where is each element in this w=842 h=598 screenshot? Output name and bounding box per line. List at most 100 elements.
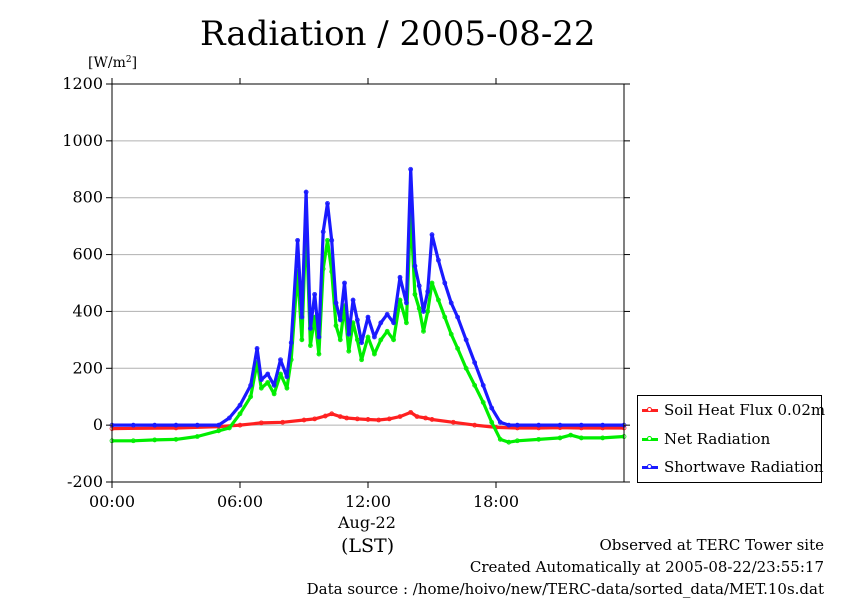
series-point [226, 415, 232, 421]
tick-layer: -200 0 200 400 600 800 1000 1200 00:00 06:00 12:00… [62, 74, 630, 511]
legend-item-net-radiation: Net Radiation [642, 428, 770, 450]
series-point [329, 237, 335, 243]
series-point [448, 331, 454, 337]
series-point [342, 280, 347, 286]
series-point [258, 420, 264, 426]
legend-swatch-soil [642, 406, 658, 412]
footer-created: Created Automatically at 2005-08-22/23:5… [469, 558, 824, 576]
series-point [337, 414, 343, 420]
legend: Soil Heat Flux 0.02m Net Radiation Short… [637, 395, 826, 483]
series-point [130, 422, 136, 428]
series-point [463, 365, 469, 371]
series-point [337, 337, 343, 343]
chart-title: Radiation / 2005-08-22 [200, 14, 596, 54]
series-point [354, 337, 360, 343]
series-point [514, 422, 520, 428]
series-point [299, 337, 305, 343]
series-point [463, 337, 469, 343]
series-line [112, 210, 625, 444]
x-tick-label: 18:00 [473, 492, 519, 511]
series-point [489, 405, 495, 411]
series-point [173, 436, 179, 442]
series-point [557, 422, 563, 428]
series-point [271, 382, 277, 388]
series-point [506, 422, 512, 428]
series-point [397, 414, 403, 420]
series-point [278, 357, 283, 363]
series-point [429, 417, 435, 422]
series-point [365, 314, 371, 320]
legend-label-net: Net Radiation [664, 430, 771, 448]
series-point [497, 419, 503, 425]
series-point [359, 340, 365, 346]
legend-item-shortwave-radiation: Shortwave Radiation [642, 456, 824, 478]
series-point [568, 432, 574, 438]
series-point [480, 399, 486, 405]
series-point [365, 334, 371, 340]
series-point [600, 435, 606, 441]
series-point [442, 314, 448, 320]
series-layer [109, 166, 627, 445]
series-point [299, 314, 305, 320]
series-point [316, 334, 322, 340]
grid-layer [112, 140, 624, 426]
series-point [391, 337, 397, 343]
legend-swatch-net [642, 435, 658, 441]
series-point [194, 422, 200, 428]
series-point [455, 314, 461, 320]
series-point [578, 422, 584, 428]
series-point [472, 360, 478, 366]
series-point [472, 382, 478, 388]
series-point [254, 345, 260, 351]
series-point [391, 320, 397, 326]
series-point [130, 438, 136, 444]
x-tick-label: 06:00 [217, 492, 263, 511]
series-point [450, 419, 456, 425]
series-point [307, 326, 313, 331]
series-point [412, 263, 418, 269]
legend-swatch-shortwave [642, 463, 658, 469]
series-point [265, 380, 271, 385]
series-point [301, 417, 307, 423]
series-point [365, 417, 371, 422]
series-point [425, 289, 431, 294]
footer-data-source: Data source : /home/hoivo/new/TERC-data/… [306, 580, 824, 598]
x-axis-label: (LST) [341, 535, 395, 557]
series-point [557, 435, 563, 441]
series-point [265, 371, 271, 377]
series-line [112, 167, 624, 427]
series-point [226, 425, 232, 431]
series-point [288, 340, 294, 346]
series-point [423, 415, 429, 421]
series-point [354, 416, 360, 422]
series-point [408, 409, 414, 415]
series-point [320, 229, 326, 235]
series-point [284, 374, 290, 380]
y-unit-base: [W/m [88, 55, 126, 71]
footer-observed: Observed at TERC Tower site [599, 536, 824, 554]
series-point [376, 417, 382, 423]
series-point [455, 345, 461, 351]
series-point [421, 309, 426, 314]
series-point [435, 257, 441, 263]
series-point [152, 437, 158, 443]
series-point [416, 306, 422, 311]
series-point [280, 419, 286, 425]
legend-label-shortwave: Shortwave Radiation [664, 458, 824, 476]
series-point [333, 323, 339, 329]
series-point [322, 413, 328, 419]
series-line [111, 410, 624, 431]
series-point [497, 436, 503, 442]
series-point [354, 317, 360, 323]
y-tick-label: 400 [72, 301, 103, 320]
series-point [403, 300, 409, 306]
legend-label-soil: Soil Heat Flux 0.02m [664, 401, 826, 419]
series-point [248, 394, 254, 400]
y-tick-label: 0 [93, 415, 103, 434]
series-point [329, 411, 335, 417]
series-point [378, 337, 384, 343]
x-date-label: Aug-22 [338, 513, 396, 532]
series-point [384, 328, 390, 334]
series-point [472, 422, 478, 428]
series-point [216, 422, 222, 428]
